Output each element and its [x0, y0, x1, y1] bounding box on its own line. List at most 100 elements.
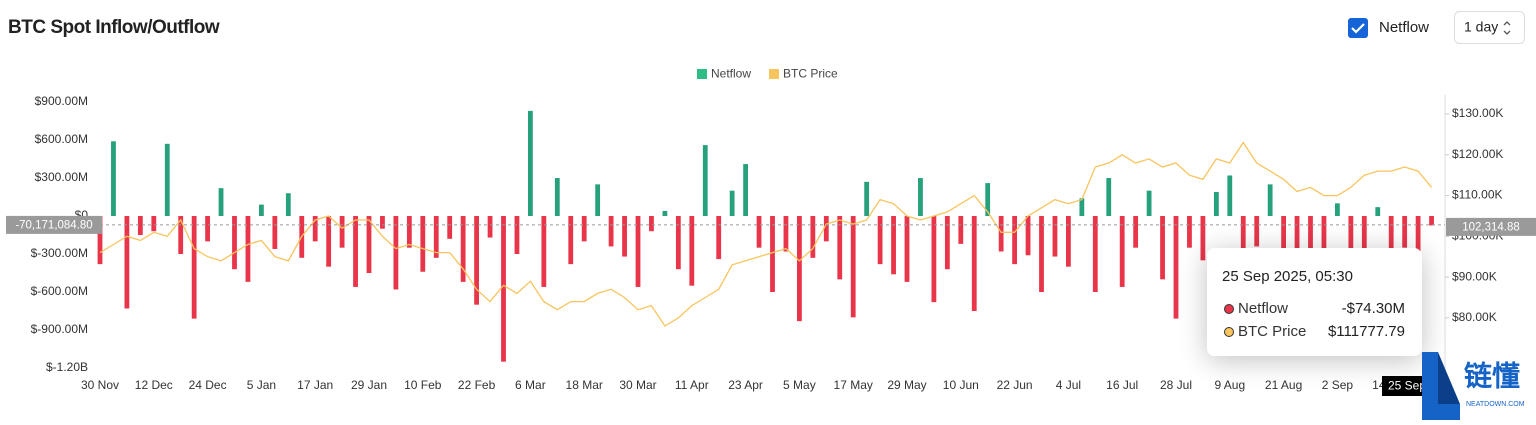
bar [770, 216, 775, 293]
bar [541, 216, 547, 287]
bar [1240, 216, 1246, 255]
y2-tick-label: $110.00K [1452, 188, 1503, 202]
bar [124, 216, 130, 309]
bar [178, 216, 184, 255]
bar [689, 216, 695, 286]
bar [97, 216, 103, 265]
x-tick-label: 23 Apr [728, 378, 763, 392]
bar [1335, 203, 1340, 217]
bar [501, 216, 506, 362]
plot: Netflow BTC Price $900.00M $600.00M $300.00M… [31, 67, 1504, 393]
bar [1025, 216, 1031, 256]
tooltip-dot [1224, 327, 1234, 337]
bar [1066, 216, 1071, 267]
bar [783, 216, 789, 252]
bar [259, 204, 264, 217]
bar [366, 216, 372, 274]
bar [1429, 216, 1434, 226]
bar [1039, 216, 1044, 293]
bar [191, 216, 197, 319]
x-tick-label: 2 Sep [1322, 378, 1354, 392]
x-tick-label: 10 Feb [404, 378, 442, 392]
bar [272, 216, 278, 249]
bar [326, 216, 332, 267]
bar [622, 216, 627, 257]
legend-swatch [769, 69, 779, 79]
bar [1119, 216, 1125, 287]
bar [944, 216, 950, 270]
bar [447, 216, 453, 239]
bar [1133, 216, 1139, 248]
bar [1092, 216, 1098, 293]
bar [1146, 190, 1152, 217]
bar [931, 216, 937, 303]
overlay: -70,171,084.80 102,314.88 25 Sep 25 Sep 202… [6, 215, 1536, 420]
interval-label: 1 day [1464, 19, 1498, 35]
bar [514, 216, 520, 255]
legend-label: BTC Price [783, 67, 838, 81]
watermark-logo [1438, 352, 1460, 404]
watermark-logo [1422, 352, 1460, 420]
x-tick-label: 4 Jul [1056, 378, 1081, 392]
x-tick-label: 28 Jul [1160, 378, 1192, 392]
interval-select[interactable] [1454, 11, 1525, 44]
tooltip [1207, 248, 1422, 356]
bar [137, 216, 143, 236]
bar [1012, 216, 1017, 265]
bar [595, 184, 601, 217]
bar [1308, 216, 1313, 274]
bar [891, 216, 896, 275]
bar [474, 216, 479, 305]
x-tick-label: 29 May [887, 378, 926, 392]
bar [1361, 216, 1367, 267]
x-tick-label: 5 Jan [247, 378, 276, 392]
y-tick-label: $600.00M [35, 132, 88, 146]
bar [850, 216, 856, 318]
bar [406, 216, 412, 248]
bar [877, 216, 883, 265]
bar [151, 216, 157, 232]
x-tick-label: 24 Dec [189, 378, 227, 392]
bar [675, 216, 681, 270]
checkbox[interactable] [1348, 18, 1368, 38]
x-tick-label: 21 Aug [1265, 378, 1302, 392]
bar [797, 216, 802, 322]
x-tick-label: 6 Mar [515, 378, 546, 392]
bar [1200, 216, 1206, 261]
bar [1294, 216, 1300, 267]
legend-label: Netflow [711, 67, 751, 81]
bar [460, 216, 466, 282]
bar [433, 216, 439, 258]
bar [218, 188, 224, 217]
x-tick-label: 11 Apr [675, 378, 709, 392]
bar [1052, 216, 1058, 257]
bar [985, 183, 991, 217]
bar [810, 216, 816, 258]
bar [232, 216, 237, 270]
crosshair-y2-label: 102,314.88 [1462, 221, 1520, 233]
bar [1348, 216, 1354, 261]
bar [649, 216, 654, 232]
price-line [99, 141, 1433, 327]
bar [864, 181, 870, 217]
bar [1321, 216, 1327, 255]
bar [245, 216, 251, 282]
bar [837, 216, 843, 280]
toggle-label[interactable]: Netflow [1379, 19, 1429, 36]
bar [164, 143, 170, 217]
y2-tick-label: $130.00K [1452, 106, 1503, 120]
bar [528, 110, 533, 217]
bar [958, 216, 964, 244]
bar [904, 216, 910, 282]
x-tick-label: 5 May [783, 378, 816, 392]
bar [608, 216, 614, 247]
bar [971, 216, 977, 312]
bar [205, 216, 210, 242]
y-tick-label: $-600.00M [31, 284, 88, 298]
tooltip-name: Netflow [1238, 300, 1288, 317]
bar [998, 216, 1004, 252]
bar [1375, 207, 1381, 217]
bar [1227, 175, 1233, 217]
x-tick-label: 22 Feb [458, 378, 496, 392]
